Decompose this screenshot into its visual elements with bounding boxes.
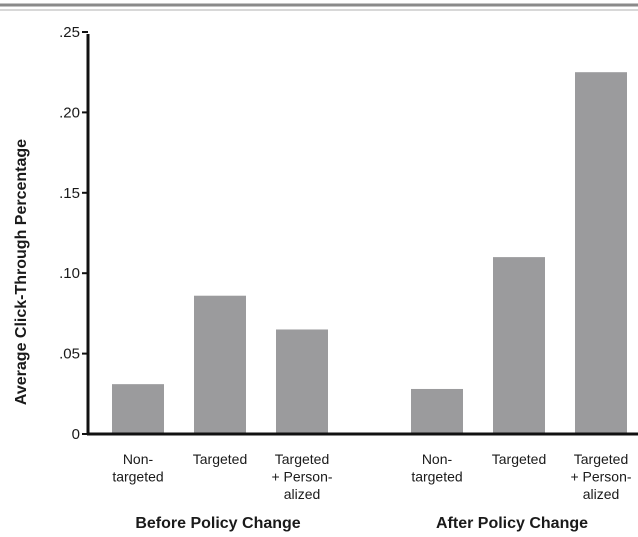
axes-layer: 0 .05 .10 .15 .20 .25 Non-targeted Targeted Targ…	[59, 24, 638, 532]
category-label: Non-	[123, 451, 154, 467]
bar	[112, 384, 164, 434]
category-label: targeted	[411, 469, 462, 485]
bars-layer	[112, 72, 627, 434]
category-label: + Person-	[570, 469, 631, 485]
category-label: + Person-	[271, 469, 332, 485]
bar	[411, 388, 463, 434]
category-label: Non-	[422, 451, 453, 467]
category-label: targeted	[112, 469, 163, 485]
y-axis-title: Average Click-Through Percentage	[13, 139, 30, 405]
bar	[194, 295, 246, 434]
y-tick-label: .25	[59, 24, 80, 41]
bar	[575, 72, 627, 434]
group-label: After Policy Change	[436, 515, 588, 532]
y-tick-label: .05	[59, 346, 80, 363]
category-label: Targeted	[275, 451, 329, 467]
y-tick-label: 0	[72, 426, 80, 443]
category-label: Targeted	[574, 451, 628, 467]
y-tick-label: .15	[59, 185, 80, 202]
bar	[276, 329, 328, 434]
category-label: alized	[583, 486, 620, 502]
category-label: Targeted	[193, 451, 247, 467]
y-tick-label: .10	[59, 265, 80, 282]
category-label: Targeted	[492, 451, 546, 467]
category-label: alized	[284, 486, 321, 502]
y-tick-label: .20	[59, 104, 80, 121]
group-label: Before Policy Change	[135, 515, 300, 532]
bar	[493, 257, 545, 434]
